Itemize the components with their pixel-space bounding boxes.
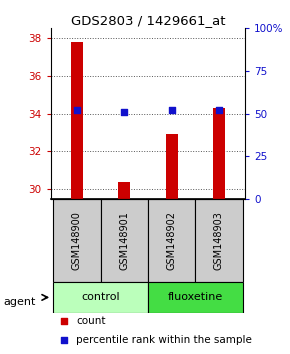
Text: agent: agent — [3, 297, 35, 307]
Text: fluoxetine: fluoxetine — [168, 292, 223, 302]
Point — [62, 337, 67, 343]
Point — [62, 318, 67, 324]
Text: control: control — [81, 292, 120, 302]
Title: GDS2803 / 1429661_at: GDS2803 / 1429661_at — [71, 14, 225, 27]
Bar — [166, 135, 177, 199]
Bar — [101, 199, 148, 282]
Bar — [148, 199, 195, 282]
Bar — [148, 282, 243, 313]
Point — [75, 107, 79, 113]
Bar — [53, 282, 148, 313]
Text: GSM148901: GSM148901 — [119, 211, 129, 270]
Bar — [53, 199, 101, 282]
Bar — [195, 199, 243, 282]
Text: GSM148900: GSM148900 — [72, 211, 82, 270]
Text: count: count — [76, 316, 106, 326]
Point — [169, 107, 174, 113]
Point — [122, 109, 126, 115]
Bar — [213, 108, 225, 199]
Point — [217, 107, 221, 113]
Text: GSM148903: GSM148903 — [214, 211, 224, 270]
Bar — [71, 41, 83, 199]
Text: GSM148902: GSM148902 — [166, 211, 177, 270]
Text: percentile rank within the sample: percentile rank within the sample — [76, 335, 252, 345]
Bar — [118, 182, 130, 199]
